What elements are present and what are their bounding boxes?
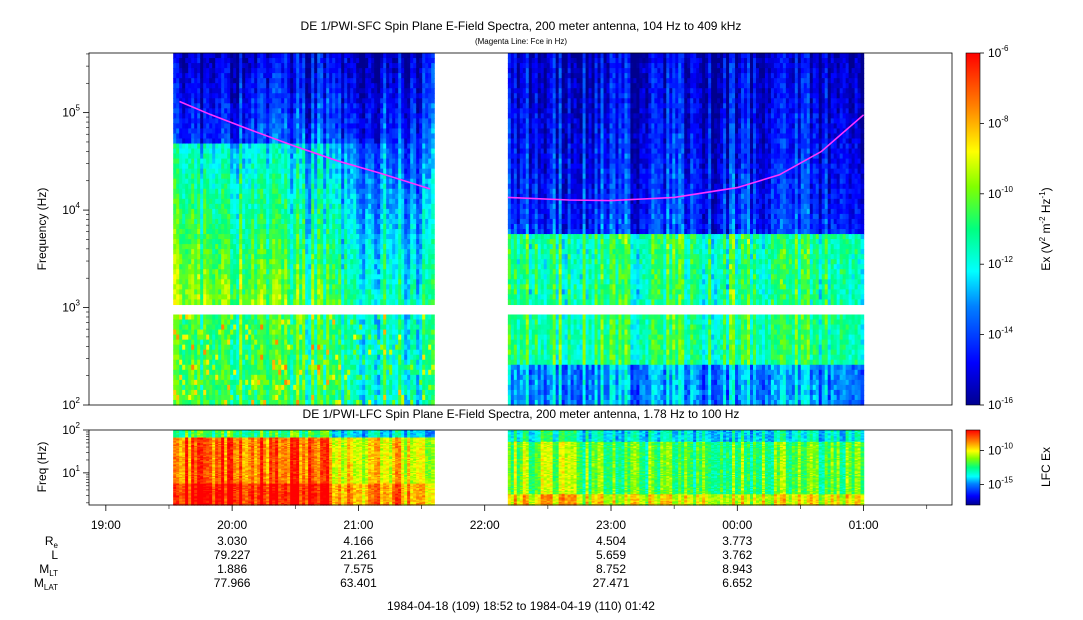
sfc-subtitle: (Magenta Line: Fce in Hz) [475,37,567,46]
x-tick-label: 20:00 [217,518,247,532]
sfc-spectrogram-panel: 102 103 104 105 [62,53,952,412]
lfc-title: DE 1/PWI-LFC Spin Plane E-Field Spectra,… [303,407,740,421]
time-axis: 19:00 20:00 21:00 22:00 23:00 00:00 01:00 [91,505,927,532]
colorbar-tick-label: 10-12 [988,255,1013,271]
x-tick-label: 23:00 [596,518,626,532]
lfc-spectrogram-panel: 102 101 [62,421,952,506]
ephemeris-value: 1.886 [217,562,247,576]
ephemeris-value: 27.471 [593,576,630,590]
ephemeris-value: 4.166 [343,534,373,548]
colorbar-tick-label: 10-15 [988,476,1013,492]
ephemeris-value: 4.504 [596,534,626,548]
lfc-ylabel: Freq (Hz) [35,442,49,493]
ephemeris-value: 3.030 [217,534,247,548]
x-tick-label: 01:00 [849,518,879,532]
ephemeris-value: 8.752 [596,562,626,576]
sfc-ylabel: Frequency (Hz) [35,188,49,271]
spectrogram-block [508,430,864,506]
lfc-colorbar-label: LFC Ex [1039,447,1053,487]
sfc-colorbar [966,53,980,405]
y-tick-label: 104 [62,201,80,217]
ephemeris-value: 21.261 [340,548,377,562]
ephemeris-value: 79.227 [214,548,251,562]
spectrogram-block [173,53,435,406]
y-tick-label: 102 [62,396,80,412]
lfc-colorbar [966,430,980,505]
ephemeris-row-label: MLAT [34,576,58,592]
colorbar-tick-label: 10-10 [988,441,1013,457]
time-range-text: 1984-04-18 (109) 18:52 to 1984-04-19 (11… [387,599,655,613]
colorbar-tick-label: 10-10 [988,185,1013,201]
sfc-colorbar-label: Ex (V2 m-2 Hz-1) [1038,187,1053,270]
sfc-colorbar-ticks: 10-6 10-8 10-10 10-12 10-14 10-16 [980,44,1013,412]
ephemeris-value: 6.652 [722,576,752,590]
colorbar-tick-label: 10-16 [988,396,1013,412]
ephemeris-value: 77.966 [214,576,251,590]
x-tick-label: 21:00 [343,518,373,532]
spectrogram-block [508,53,864,406]
sfc-title: DE 1/PWI-SFC Spin Plane E-Field Spectra,… [301,19,742,33]
x-tick-label: 00:00 [722,518,752,532]
ephemeris-value: 5.659 [596,548,626,562]
y-tick-label: 103 [62,299,80,315]
ephemeris-value: 63.401 [340,576,377,590]
colorbar-tick-label: 10-14 [988,326,1013,342]
lfc-colorbar-ticks: 10-10 10-15 [980,441,1013,491]
ephemeris-value: 8.943 [722,562,752,576]
y-tick-label: 102 [62,421,80,437]
ephemeris-row-label: L [51,548,58,562]
x-tick-label: 22:00 [470,518,500,532]
colorbar-tick-label: 10-6 [988,44,1009,60]
ephemeris-value: 7.575 [343,562,373,576]
ephemeris-value: 3.773 [722,534,752,548]
colorbar-tick-label: 10-8 [988,114,1009,130]
y-tick-label: 105 [62,104,80,120]
y-tick-label: 101 [62,464,80,480]
spectrogram-block [173,430,435,506]
ephemeris-value: 3.762 [722,548,752,562]
x-tick-label: 19:00 [91,518,121,532]
